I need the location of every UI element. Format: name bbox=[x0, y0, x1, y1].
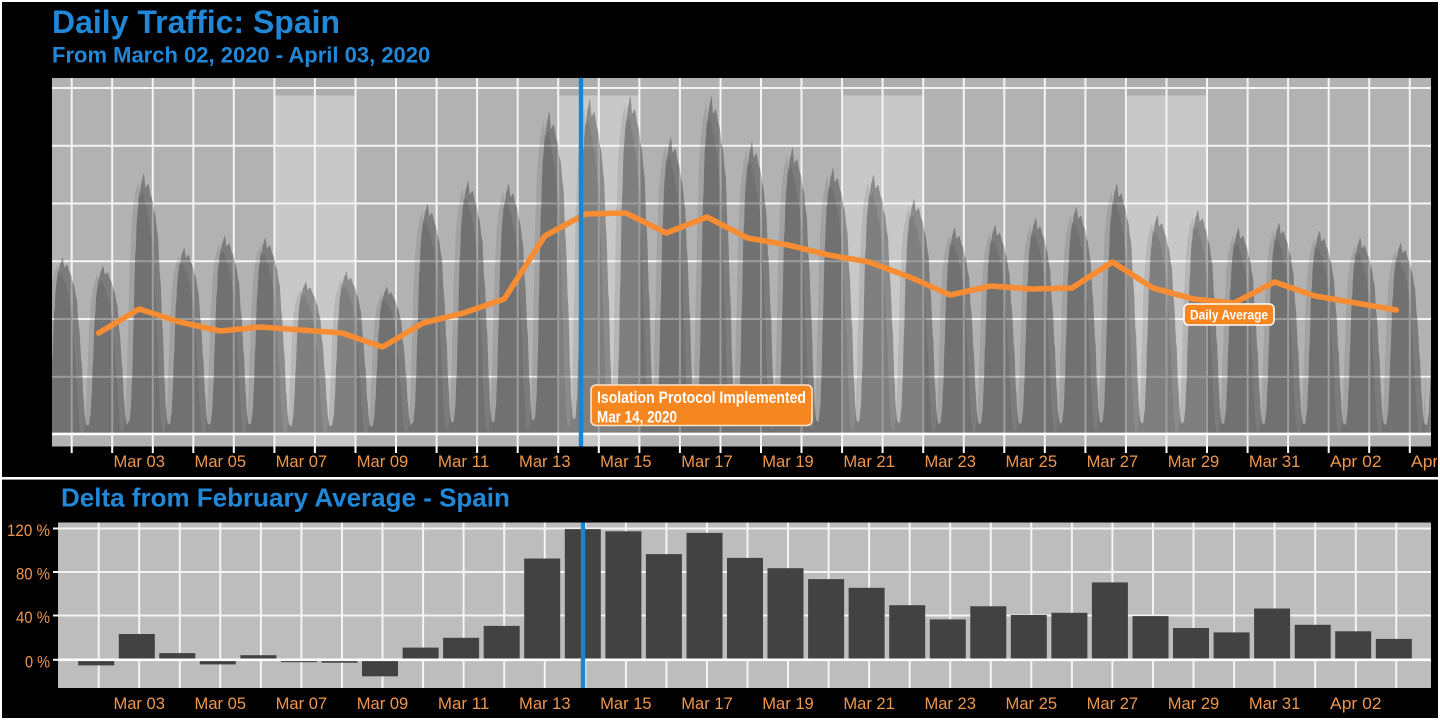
svg-text:Mar 19: Mar 19 bbox=[762, 694, 814, 713]
svg-text:Apr 02: Apr 02 bbox=[1330, 452, 1382, 471]
svg-text:Mar 05: Mar 05 bbox=[195, 694, 247, 713]
svg-text:Mar 17: Mar 17 bbox=[681, 694, 733, 713]
svg-text:Mar 11: Mar 11 bbox=[438, 694, 490, 713]
svg-text:Mar 13: Mar 13 bbox=[519, 452, 571, 471]
svg-text:Mar 03: Mar 03 bbox=[113, 452, 165, 471]
svg-text:Mar 31: Mar 31 bbox=[1249, 694, 1301, 713]
svg-text:Mar 07: Mar 07 bbox=[276, 694, 328, 713]
svg-text:Mar 27: Mar 27 bbox=[1087, 694, 1139, 713]
svg-text:Mar 11: Mar 11 bbox=[438, 452, 490, 471]
svg-text:120 %: 120 % bbox=[7, 521, 50, 540]
svg-text:Mar 29: Mar 29 bbox=[1168, 452, 1220, 471]
svg-text:Apr 02: Apr 02 bbox=[1330, 694, 1382, 713]
svg-text:Mar 15: Mar 15 bbox=[600, 452, 652, 471]
svg-text:0 %: 0 % bbox=[25, 652, 50, 671]
svg-text:Mar 09: Mar 09 bbox=[357, 694, 409, 713]
svg-text:Mar 21: Mar 21 bbox=[843, 694, 895, 713]
svg-text:Mar 21: Mar 21 bbox=[843, 452, 895, 471]
svg-text:Apr 04: Apr 04 bbox=[1411, 452, 1440, 471]
svg-text:Mar 25: Mar 25 bbox=[1006, 452, 1058, 471]
svg-text:Mar 27: Mar 27 bbox=[1087, 452, 1139, 471]
svg-text:Mar 31: Mar 31 bbox=[1249, 452, 1301, 471]
svg-text:Mar 03: Mar 03 bbox=[113, 694, 165, 713]
svg-text:Mar 15: Mar 15 bbox=[600, 694, 652, 713]
svg-text:Mar 07: Mar 07 bbox=[276, 452, 328, 471]
svg-text:Mar 13: Mar 13 bbox=[519, 694, 571, 713]
svg-text:Daily Average: Daily Average bbox=[1190, 307, 1268, 323]
svg-text:Mar 17: Mar 17 bbox=[681, 452, 733, 471]
svg-text:Isolation Protocol Implemented: Isolation Protocol Implemented bbox=[597, 388, 806, 407]
svg-text:Delta from February Average -: Delta from February Average - Spain bbox=[61, 483, 510, 513]
svg-text:Mar 25: Mar 25 bbox=[1006, 694, 1058, 713]
svg-text:Mar 19: Mar 19 bbox=[762, 452, 814, 471]
svg-text:Mar 14, 2020: Mar 14, 2020 bbox=[597, 408, 677, 427]
svg-text:Mar 29: Mar 29 bbox=[1168, 694, 1220, 713]
svg-text:Mar 23: Mar 23 bbox=[924, 452, 976, 471]
svg-text:From March 02, 2020 - April 03: From March 02, 2020 - April 03, 2020 bbox=[52, 43, 430, 68]
svg-text:Daily Traffic: Spain: Daily Traffic: Spain bbox=[52, 4, 340, 40]
svg-text:Mar 09: Mar 09 bbox=[357, 452, 409, 471]
svg-text:Mar 05: Mar 05 bbox=[195, 452, 247, 471]
svg-text:40 %: 40 % bbox=[16, 608, 50, 627]
svg-text:80 %: 80 % bbox=[16, 565, 50, 584]
svg-text:Mar 23: Mar 23 bbox=[924, 694, 976, 713]
